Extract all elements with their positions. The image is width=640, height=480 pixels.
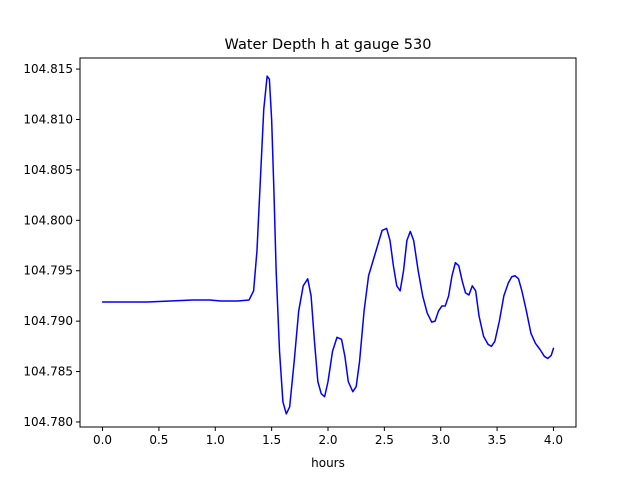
x-tick-label: 1.0 bbox=[206, 433, 225, 447]
x-tick-label: 2.5 bbox=[375, 433, 394, 447]
x-tick-label: 0.0 bbox=[93, 433, 112, 447]
y-tick-label: 104.780 bbox=[23, 415, 73, 429]
y-tick-label: 104.805 bbox=[23, 163, 73, 177]
series-line-0 bbox=[101, 75, 555, 415]
y-tick-label: 104.790 bbox=[23, 314, 73, 328]
x-tick-label: 1.5 bbox=[262, 433, 281, 447]
x-axis-label: hours bbox=[311, 456, 345, 470]
x-tick-label: 2.0 bbox=[318, 433, 337, 447]
x-tick-label: 4.0 bbox=[544, 433, 563, 447]
y-tick-label: 104.795 bbox=[23, 264, 73, 278]
x-tick-label: 0.5 bbox=[149, 433, 168, 447]
plot-area: 0.0 0.5 1.0 1.5 2.0 2.5 3.0 3.5 4.0 104.780 104.78… bbox=[23, 57, 577, 447]
x-tick-label: 3.5 bbox=[488, 433, 507, 447]
y-tick-label: 104.800 bbox=[23, 213, 73, 227]
chart-title: Water Depth h at gauge 530 bbox=[225, 37, 432, 53]
y-tick-label: 104.810 bbox=[23, 113, 73, 127]
y-tick-label: 104.785 bbox=[23, 365, 73, 379]
y-tick-label: 104.815 bbox=[23, 62, 73, 76]
x-tick-label: 3.0 bbox=[431, 433, 450, 447]
